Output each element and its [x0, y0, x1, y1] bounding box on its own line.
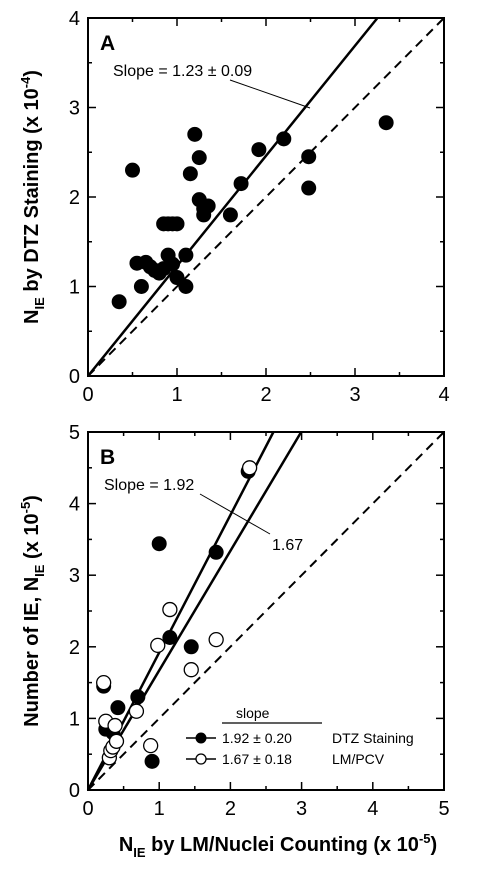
- x-tick-label: 1: [171, 384, 182, 406]
- data-point-open: [96, 674, 112, 691]
- panel-a-tick-labels: 0 1 2 3 4 0 1 2 3 4: [69, 8, 450, 406]
- data-point-filled: [165, 256, 181, 272]
- data-point-filled: [133, 279, 149, 294]
- data-point-open: [183, 662, 199, 678]
- legend-marker-lmpcv: [195, 753, 207, 765]
- x-tick-label: 2: [225, 798, 236, 820]
- panel-b-points: [96, 460, 258, 769]
- panel-a-fit-line: [87, 17, 379, 377]
- x-tick-label: 4: [438, 384, 449, 406]
- panel-b-annotation-leader: [199, 493, 271, 535]
- legend-name-lmpcv: LM/PCV: [332, 751, 385, 767]
- y-tick-label: 1: [69, 277, 80, 299]
- y-tick-label: 1: [69, 708, 80, 730]
- x-tick-label: 4: [367, 798, 378, 820]
- panel-a-ticks: [87, 17, 445, 377]
- x-tick-label: 3: [296, 798, 307, 820]
- data-point-filled: [233, 176, 249, 192]
- panel-b-identity-line: [87, 431, 445, 791]
- data-point-open: [150, 637, 166, 654]
- data-point-filled: [169, 270, 185, 286]
- data-point-open: [143, 737, 159, 754]
- data-point-filled: [200, 198, 216, 214]
- x-tick-label: 3: [349, 384, 360, 406]
- data-point-filled: [378, 115, 394, 131]
- y-tick-label: 0: [69, 780, 80, 802]
- x-tick-label: 0: [82, 798, 93, 820]
- data-point-filled: [183, 639, 199, 655]
- data-point-open: [107, 717, 123, 734]
- panel-a-slope-annotation: Slope = 1.23 ± 0.09: [113, 63, 252, 80]
- panel-b-slope-annotation-mid: 1.67: [272, 537, 303, 554]
- data-point-filled: [169, 216, 185, 232]
- legend-name-dtz: DTZ Staining: [332, 730, 414, 746]
- y-tick-label: 0: [69, 366, 80, 388]
- panel-a-points: [111, 115, 394, 310]
- y-tick-label: 5: [69, 422, 80, 444]
- data-point-filled: [111, 294, 127, 310]
- legend-value-lmpcv: 1.67 ± 0.18: [222, 751, 292, 767]
- data-point-filled: [301, 180, 317, 196]
- x-tick-label: 5: [438, 798, 449, 820]
- data-point-filled: [162, 629, 178, 645]
- panel-a-y-axis-label: NIE by DTZ Staining (x 10-4): [18, 70, 47, 324]
- panel-b-y-axis-label: Number of IE, NIE (x 10-5): [18, 495, 47, 727]
- legend: slope 1.92 ± 0.20 DTZ Staining 1.67 ± 0.…: [186, 705, 414, 767]
- legend-marker-dtz: [195, 732, 207, 744]
- panel-a: 0 1 2 3 4 0 1 2 3 4 A Slope = 1.23 ± 0.09 NIE by …: [18, 8, 450, 406]
- x-tick-label: 2: [260, 384, 271, 406]
- y-tick-label: 2: [69, 187, 80, 209]
- data-point-filled: [276, 131, 292, 147]
- data-point-filled: [222, 207, 238, 223]
- data-point-open: [108, 733, 125, 749]
- data-point-filled: [208, 544, 224, 560]
- data-point-filled: [301, 149, 317, 165]
- y-tick-label: 3: [69, 565, 80, 587]
- data-point-filled: [110, 700, 126, 716]
- panel-a-identity-line: [87, 17, 445, 377]
- data-point-filled: [130, 689, 146, 705]
- panel-b-label: B: [100, 446, 115, 469]
- legend-value-dtz: 1.92 ± 0.20: [222, 730, 292, 746]
- panel-a-annotation-leader: [229, 79, 311, 109]
- data-point-filled: [144, 753, 160, 769]
- data-point-filled: [191, 150, 207, 166]
- data-point-filled: [178, 279, 194, 294]
- data-point-filled: [125, 162, 140, 178]
- x-tick-label: 0: [82, 384, 93, 406]
- data-point-filled: [178, 247, 194, 263]
- panel-b: 0 1 2 3 4 5 0 1 2 3 4 5 B Slope = 1.92 1.67 slope 1…: [18, 422, 450, 860]
- data-point-filled: [151, 536, 167, 552]
- data-point-filled: [187, 126, 203, 142]
- panel-a-label: A: [100, 32, 115, 55]
- y-tick-label: 2: [69, 637, 80, 659]
- panel-b-x-axis-label: NIE by LM/Nuclei Counting (x 10-5): [119, 831, 437, 860]
- data-point-filled: [182, 166, 198, 182]
- data-point-open: [208, 631, 224, 648]
- panel-b-tick-labels: 0 1 2 3 4 5 0 1 2 3 4 5: [69, 422, 450, 820]
- x-tick-label: 1: [154, 798, 165, 820]
- data-point-open: [241, 460, 258, 476]
- y-tick-label: 4: [69, 494, 80, 516]
- panel-b-slope-annotation-top: Slope = 1.92: [104, 477, 194, 494]
- y-tick-label: 3: [69, 98, 80, 120]
- data-point-open: [162, 601, 178, 618]
- data-point-filled: [251, 142, 267, 158]
- panel-b-fit-line-lmpcv: [86, 431, 303, 791]
- y-tick-label: 4: [69, 8, 80, 30]
- data-point-open: [128, 703, 145, 719]
- legend-title: slope: [236, 705, 270, 721]
